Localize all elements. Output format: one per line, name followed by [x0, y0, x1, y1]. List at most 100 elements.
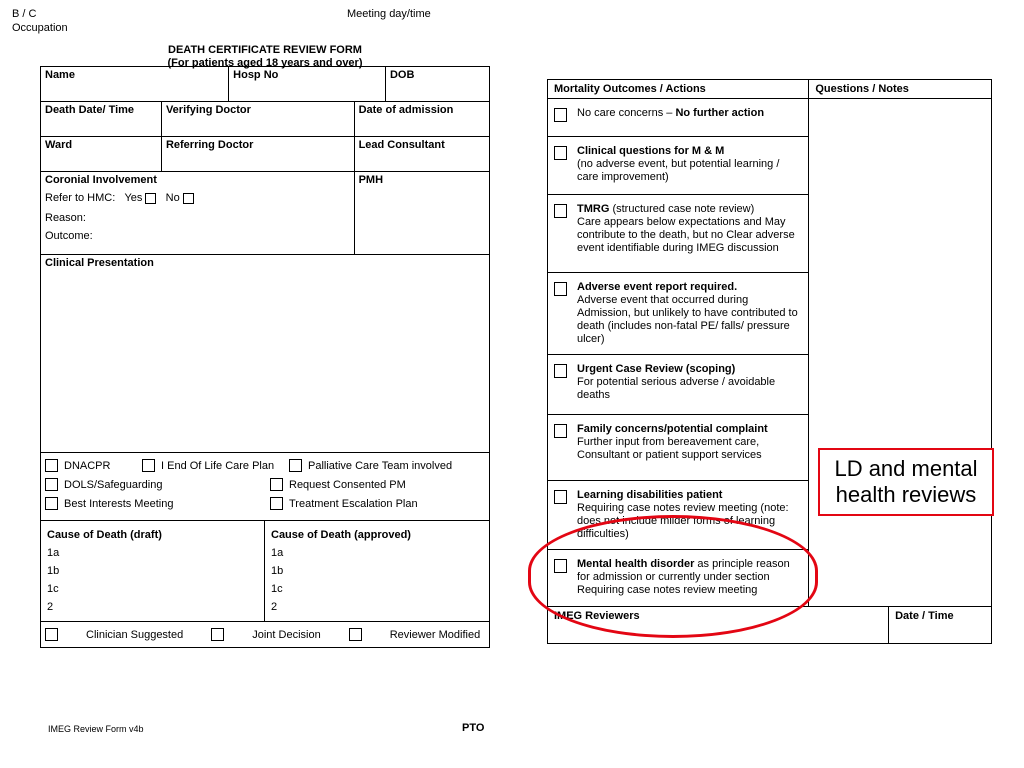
- label-dols: DOLS/Safeguarding: [64, 479, 264, 491]
- checkbox-outcome[interactable]: [554, 204, 567, 218]
- label-coronial: Coronial Involvement: [45, 174, 350, 186]
- cod-appr-1a: 1a: [271, 547, 483, 559]
- label-bim: Best Interests Meeting: [64, 498, 264, 510]
- outcome-text: Clinical questions for M & M(no adverse …: [577, 145, 802, 186]
- label-tep: Treatment Escalation Plan: [289, 498, 418, 510]
- label-joint-decision: Joint Decision: [252, 629, 320, 641]
- checkbox-eol[interactable]: [142, 459, 155, 472]
- right-header: Mortality Outcomes / Actions Questions /…: [548, 80, 991, 99]
- annotation-box: LD and mental health reviews: [818, 448, 994, 516]
- outcome-item: Mental health disorder as principle reas…: [548, 550, 808, 606]
- cod-appr-1c: 1c: [271, 583, 483, 595]
- cod-appr-1b: 1b: [271, 565, 483, 577]
- right-body: No care concerns – No further action Clin…: [548, 99, 991, 606]
- meeting-label: Meeting day/time: [347, 8, 431, 20]
- occupation-label: Occupation: [12, 22, 68, 34]
- label-dnacpr: DNACPR: [64, 460, 136, 472]
- outcomes-column: No care concerns – No further action Clin…: [548, 99, 809, 606]
- outcome-item: Learning disabilities patientRequiring c…: [548, 481, 808, 550]
- checkbox-outcome[interactable]: [554, 490, 567, 504]
- cod-appr-col: Cause of Death (approved) 1a 1b 1c 2: [265, 521, 489, 621]
- checkbox-outcome[interactable]: [554, 108, 567, 122]
- label-imeg-reviewers: IMEG Reviewers: [548, 607, 889, 643]
- outcome-text: Learning disabilities patientRequiring c…: [577, 489, 802, 541]
- checkbox-outcome[interactable]: [554, 282, 567, 296]
- label-outcome: Outcome:: [45, 230, 350, 242]
- label-dob: DOB: [386, 67, 489, 101]
- page-header: B / C Occupation Meeting day/time: [12, 8, 1012, 20]
- cod-draft-header: Cause of Death (draft): [47, 529, 258, 541]
- header-questions: Questions / Notes: [809, 80, 991, 98]
- label-date-time: Date / Time: [889, 607, 991, 643]
- outcome-item: Clinical questions for M & M(no adverse …: [548, 137, 808, 195]
- label-refer: Refer to HMC:: [45, 192, 115, 204]
- row-death: Death Date/ Time Verifying Doctor Date o…: [41, 101, 489, 136]
- row-ward: Ward Referring Doctor Lead Consultant: [41, 136, 489, 171]
- checkbox-refer-no[interactable]: [183, 193, 194, 204]
- label-verifying-doctor: Verifying Doctor: [162, 102, 355, 136]
- form-version: IMEG Review Form v4b: [48, 724, 144, 734]
- left-form: Name Hosp No DOB Death Date/ Time Verify…: [40, 66, 490, 648]
- cod-appr-2: 2: [271, 601, 483, 613]
- annotation-text: LD and mental health reviews: [834, 456, 977, 507]
- checkbox-outcome[interactable]: [554, 146, 567, 160]
- clinical-presentation: Clinical Presentation: [41, 254, 489, 452]
- right-footer: IMEG Reviewers Date / Time: [548, 606, 991, 643]
- outcome-text: Adverse event report required.Adverse ev…: [577, 281, 802, 346]
- outcome-text: Family concerns/potential complaintFurth…: [577, 423, 802, 472]
- label-palliative: Palliative Care Team involved: [308, 460, 452, 472]
- checkbox-tep[interactable]: [270, 497, 283, 510]
- outcome-text: TMRG (structured case note review)Care a…: [577, 203, 802, 264]
- row-coronial: Coronial Involvement Refer to HMC: Yes N…: [41, 171, 489, 254]
- cod-draft-1b: 1b: [47, 565, 258, 577]
- right-form: Mortality Outcomes / Actions Questions /…: [547, 79, 992, 644]
- pto-label: PTO: [462, 722, 484, 734]
- cod-row: Cause of Death (draft) 1a 1b 1c 2 Cause …: [41, 520, 489, 621]
- checkbox-outcome[interactable]: [554, 559, 567, 573]
- cod-appr-header: Cause of Death (approved): [271, 529, 483, 541]
- cod-draft-1c: 1c: [47, 583, 258, 595]
- checkbox-palliative[interactable]: [289, 459, 302, 472]
- outcome-text: No care concerns – No further action: [577, 107, 764, 128]
- label-clin-suggested: Clinician Suggested: [86, 629, 183, 641]
- checkbox-clin-suggested[interactable]: [45, 628, 58, 641]
- label-no: No: [166, 192, 180, 204]
- cod-draft-1a: 1a: [47, 547, 258, 559]
- checkbox-bim[interactable]: [45, 497, 58, 510]
- checkbox-outcome[interactable]: [554, 364, 567, 378]
- checkbox-dnacpr[interactable]: [45, 459, 58, 472]
- checkbox-outcome[interactable]: [554, 424, 567, 438]
- checkbox-reviewer-modified[interactable]: [349, 628, 362, 641]
- checkbox-joint-decision[interactable]: [211, 628, 224, 641]
- label-reviewer-modified: Reviewer Modified: [390, 629, 480, 641]
- outcome-item: Family concerns/potential complaintFurth…: [548, 415, 808, 481]
- header-outcomes: Mortality Outcomes / Actions: [548, 80, 809, 98]
- outcome-item: TMRG (structured case note review)Care a…: [548, 195, 808, 273]
- checkbox-pm[interactable]: [270, 478, 283, 491]
- label-death-date: Death Date/ Time: [41, 102, 162, 136]
- outcome-item: Urgent Case Review (scoping)For potentia…: [548, 355, 808, 415]
- questions-column: [809, 99, 991, 606]
- label-admission-date: Date of admission: [355, 102, 489, 136]
- label-ward: Ward: [41, 137, 162, 171]
- form-title: DEATH CERTIFICATE REVIEW FORM: [40, 44, 490, 57]
- label-lead-consultant: Lead Consultant: [355, 137, 489, 171]
- label-eol: I End Of Life Care Plan: [161, 460, 283, 472]
- label-pmh: PMH: [355, 172, 489, 254]
- label-hosp: Hosp No: [229, 67, 386, 101]
- refer-line: Refer to HMC: Yes No: [45, 192, 350, 204]
- checks-block: DNACPR I End Of Life Care Plan Palliativ…: [41, 452, 489, 520]
- checkbox-refer-yes[interactable]: [145, 193, 156, 204]
- cod-draft-col: Cause of Death (draft) 1a 1b 1c 2: [41, 521, 265, 621]
- outcome-item: No care concerns – No further action: [548, 99, 808, 137]
- outcome-text: Mental health disorder as principle reas…: [577, 558, 802, 598]
- bc-label: B / C: [12, 8, 42, 20]
- checkbox-dols[interactable]: [45, 478, 58, 491]
- row-name: Name Hosp No DOB: [41, 66, 489, 101]
- cod-draft-2: 2: [47, 601, 258, 613]
- coronial-cell: Coronial Involvement Refer to HMC: Yes N…: [41, 172, 355, 254]
- outcome-item: Adverse event report required.Adverse ev…: [548, 273, 808, 355]
- label-referring-doctor: Referring Doctor: [162, 137, 355, 171]
- outcome-text: Urgent Case Review (scoping)For potentia…: [577, 363, 802, 406]
- label-reason: Reason:: [45, 212, 350, 224]
